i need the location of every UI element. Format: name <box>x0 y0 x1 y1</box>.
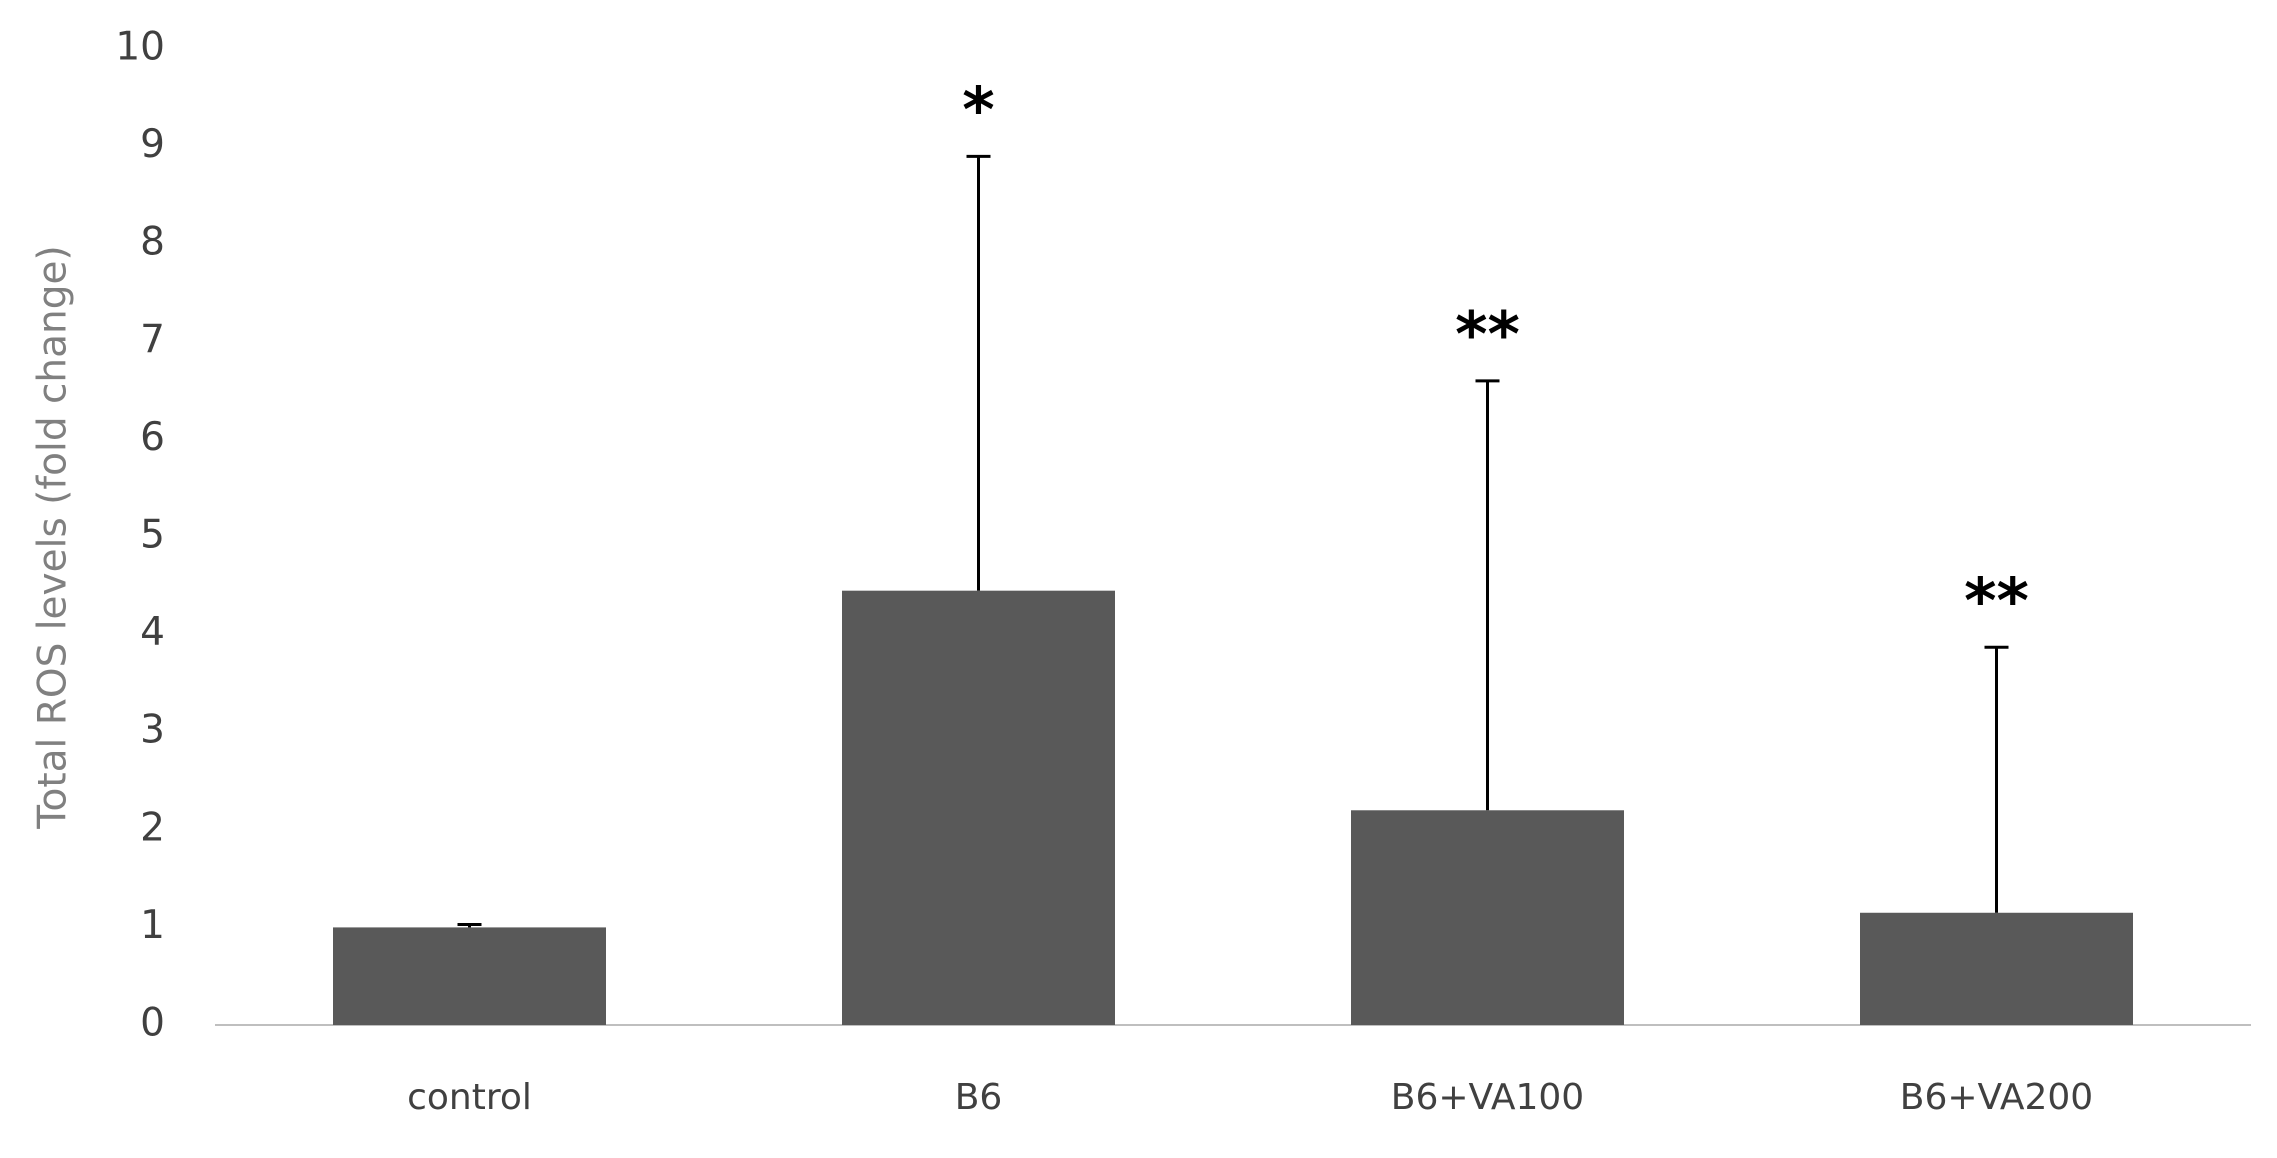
bar <box>842 590 1115 1025</box>
y-tick-label: 10 <box>115 25 165 70</box>
y-tick-label: 1 <box>140 903 165 948</box>
x-tick-label: B6+VA100 <box>1391 1077 1584 1118</box>
bar <box>333 927 606 1025</box>
y-axis-label: Total ROS levels (fold change) <box>31 245 76 829</box>
significance-label: ** <box>1455 298 1520 371</box>
y-tick-label: 7 <box>140 317 165 362</box>
y-tick-label: 4 <box>140 610 165 655</box>
error-bar <box>966 154 991 591</box>
y-tick-label: 9 <box>140 122 165 167</box>
significance-label: ** <box>1964 564 2029 637</box>
significance-label: * <box>962 73 994 146</box>
y-tick-label: 3 <box>140 708 165 753</box>
x-tick-label: B6 <box>955 1077 1003 1118</box>
bar <box>1860 912 2133 1025</box>
error-bar <box>457 922 482 928</box>
error-bar <box>1475 379 1500 811</box>
x-tick-label: B6+VA200 <box>1900 1077 2093 1118</box>
bar <box>1351 810 1624 1025</box>
y-tick-label: 5 <box>140 513 165 558</box>
y-tick-label: 8 <box>140 220 165 265</box>
y-tick-label: 0 <box>140 1001 165 1046</box>
y-tick-label: 6 <box>140 415 165 460</box>
x-tick-label: control <box>407 1077 532 1118</box>
error-bar <box>1984 645 2009 913</box>
y-tick-label: 2 <box>140 805 165 850</box>
